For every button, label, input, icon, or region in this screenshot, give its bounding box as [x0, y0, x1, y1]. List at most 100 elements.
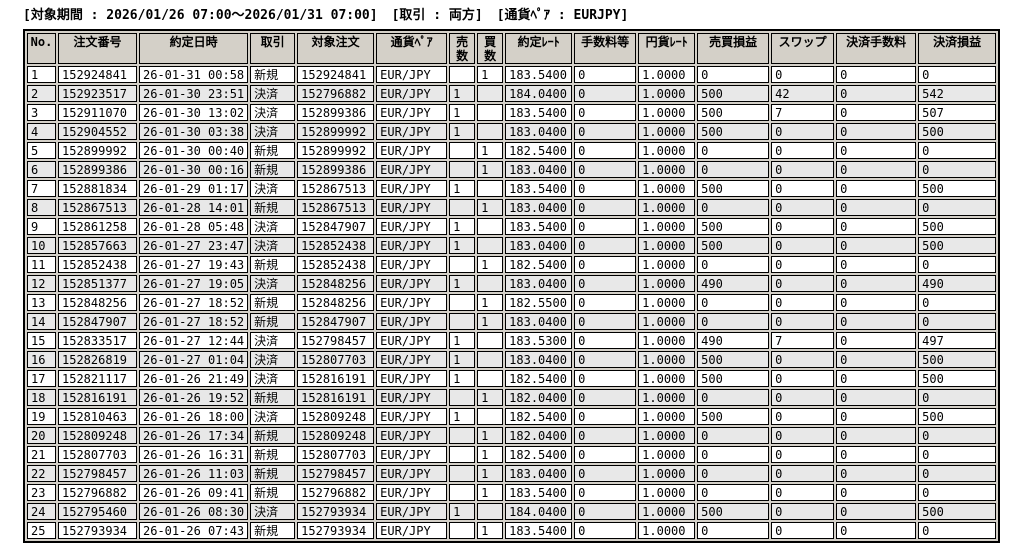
table-row: 11 152852438 26-01-27 19:43 新規 152852438 EUR/…	[27, 256, 997, 273]
cell-no: 1	[27, 66, 56, 83]
cell-order_no: 152924841	[58, 66, 137, 83]
cell-exec_rate: 183.0400	[505, 237, 573, 254]
table-row: 25 152793934 26-01-26 07:43 新規 152793934 EUR/…	[27, 522, 997, 539]
cell-settle_pl: 500	[918, 503, 997, 520]
cell-sell_qty: 1	[449, 104, 476, 121]
cell-fee: 0	[574, 503, 637, 520]
cell-order_no: 152899992	[58, 142, 137, 159]
cell-swap: 0	[771, 294, 835, 311]
cell-pair: EUR/JPY	[376, 294, 448, 311]
cell-no: 25	[27, 522, 56, 539]
cell-settle_pl: 0	[918, 256, 997, 273]
cell-sell_qty	[449, 465, 476, 482]
cell-trade_pl: 0	[697, 142, 770, 159]
table-row: 16 152826819 26-01-27 01:04 決済 152807703 EUR/…	[27, 351, 997, 368]
cell-buy_qty: 1	[477, 389, 504, 406]
cell-exec_rate: 183.5400	[505, 104, 573, 121]
cell-jpy_rate: 1.0000	[638, 484, 696, 501]
cell-swap: 0	[771, 199, 835, 216]
cell-target_order: 152848256	[297, 294, 375, 311]
cell-sell_qty	[449, 522, 476, 539]
cell-order_no: 152851377	[58, 275, 137, 292]
cell-exec_rate: 184.0400	[505, 85, 573, 102]
cell-pair: EUR/JPY	[376, 522, 448, 539]
cell-fee: 0	[574, 294, 637, 311]
cell-trade_type: 新規	[250, 522, 296, 539]
column-header-trade_pl: 売買損益	[697, 33, 770, 64]
cell-exec_datetime: 26-01-26 19:52	[139, 389, 249, 406]
cell-exec_datetime: 26-01-31 00:58	[139, 66, 249, 83]
cell-settle_pl: 0	[918, 484, 997, 501]
cell-exec_rate: 182.5400	[505, 408, 573, 425]
cell-exec_rate: 183.0400	[505, 351, 573, 368]
column-header-settle_fee: 決済手数料	[836, 33, 917, 64]
cell-exec_datetime: 26-01-26 18:00	[139, 408, 249, 425]
cell-settle_fee: 0	[836, 484, 917, 501]
cell-swap: 0	[771, 522, 835, 539]
cell-jpy_rate: 1.0000	[638, 408, 696, 425]
cell-pair: EUR/JPY	[376, 161, 448, 178]
cell-jpy_rate: 1.0000	[638, 104, 696, 121]
cell-exec_datetime: 26-01-26 21:49	[139, 370, 249, 387]
cell-swap: 0	[771, 446, 835, 463]
cell-swap: 0	[771, 351, 835, 368]
cell-settle_pl: 500	[918, 180, 997, 197]
cell-settle_fee: 0	[836, 446, 917, 463]
cell-settle_fee: 0	[836, 199, 917, 216]
cell-trade_type: 新規	[250, 161, 296, 178]
cell-buy_qty	[477, 104, 504, 121]
cell-jpy_rate: 1.0000	[638, 465, 696, 482]
cell-no: 8	[27, 199, 56, 216]
cell-order_no: 152847907	[58, 313, 137, 330]
table-row: 2 152923517 26-01-30 23:51 決済 152796882 EUR/J…	[27, 85, 997, 102]
cell-trade_pl: 500	[697, 85, 770, 102]
cell-order_no: 152848256	[58, 294, 137, 311]
cell-settle_pl: 500	[918, 351, 997, 368]
cell-trade_type: 新規	[250, 66, 296, 83]
table-row: 1 152924841 26-01-31 00:58 新規 152924841 EUR/J…	[27, 66, 997, 83]
cell-jpy_rate: 1.0000	[638, 446, 696, 463]
cell-trade_pl: 0	[697, 427, 770, 444]
column-header-swap: スワップ	[771, 33, 835, 64]
cell-settle_pl: 500	[918, 237, 997, 254]
cell-target_order: 152899386	[297, 161, 375, 178]
cell-jpy_rate: 1.0000	[638, 256, 696, 273]
cell-pair: EUR/JPY	[376, 142, 448, 159]
cell-buy_qty: 1	[477, 66, 504, 83]
table-row: 7 152881834 26-01-29 01:17 決済 152867513 EUR/J…	[27, 180, 997, 197]
cell-buy_qty: 1	[477, 256, 504, 273]
cell-sell_qty: 1	[449, 180, 476, 197]
cell-exec_datetime: 26-01-28 05:48	[139, 218, 249, 235]
cell-pair: EUR/JPY	[376, 85, 448, 102]
cell-no: 13	[27, 294, 56, 311]
cell-exec_rate: 183.5400	[505, 522, 573, 539]
cell-no: 20	[27, 427, 56, 444]
cell-jpy_rate: 1.0000	[638, 123, 696, 140]
table-row: 18 152816191 26-01-26 19:52 新規 152816191 EUR/…	[27, 389, 997, 406]
cell-trade_type: 決済	[250, 180, 296, 197]
cell-target_order: 152798457	[297, 332, 375, 349]
cell-jpy_rate: 1.0000	[638, 180, 696, 197]
cell-settle_pl: 500	[918, 218, 997, 235]
cell-sell_qty	[449, 484, 476, 501]
cell-trade_type: 決済	[250, 503, 296, 520]
cell-fee: 0	[574, 142, 637, 159]
cell-order_no: 152904552	[58, 123, 137, 140]
cell-exec_datetime: 26-01-26 08:30	[139, 503, 249, 520]
cell-order_no: 152899386	[58, 161, 137, 178]
cell-target_order: 152924841	[297, 66, 375, 83]
cell-settle_fee: 0	[836, 237, 917, 254]
cell-settle_pl: 490	[918, 275, 997, 292]
cell-pair: EUR/JPY	[376, 389, 448, 406]
cell-fee: 0	[574, 199, 637, 216]
cell-settle_pl: 0	[918, 294, 997, 311]
cell-settle_fee: 0	[836, 465, 917, 482]
cell-jpy_rate: 1.0000	[638, 66, 696, 83]
cell-no: 9	[27, 218, 56, 235]
cell-fee: 0	[574, 104, 637, 121]
cell-buy_qty	[477, 351, 504, 368]
cell-trade_type: 新規	[250, 446, 296, 463]
cell-exec_rate: 182.5400	[505, 446, 573, 463]
cell-swap: 0	[771, 275, 835, 292]
table-row: 24 152795460 26-01-26 08:30 決済 152793934 EUR/…	[27, 503, 997, 520]
